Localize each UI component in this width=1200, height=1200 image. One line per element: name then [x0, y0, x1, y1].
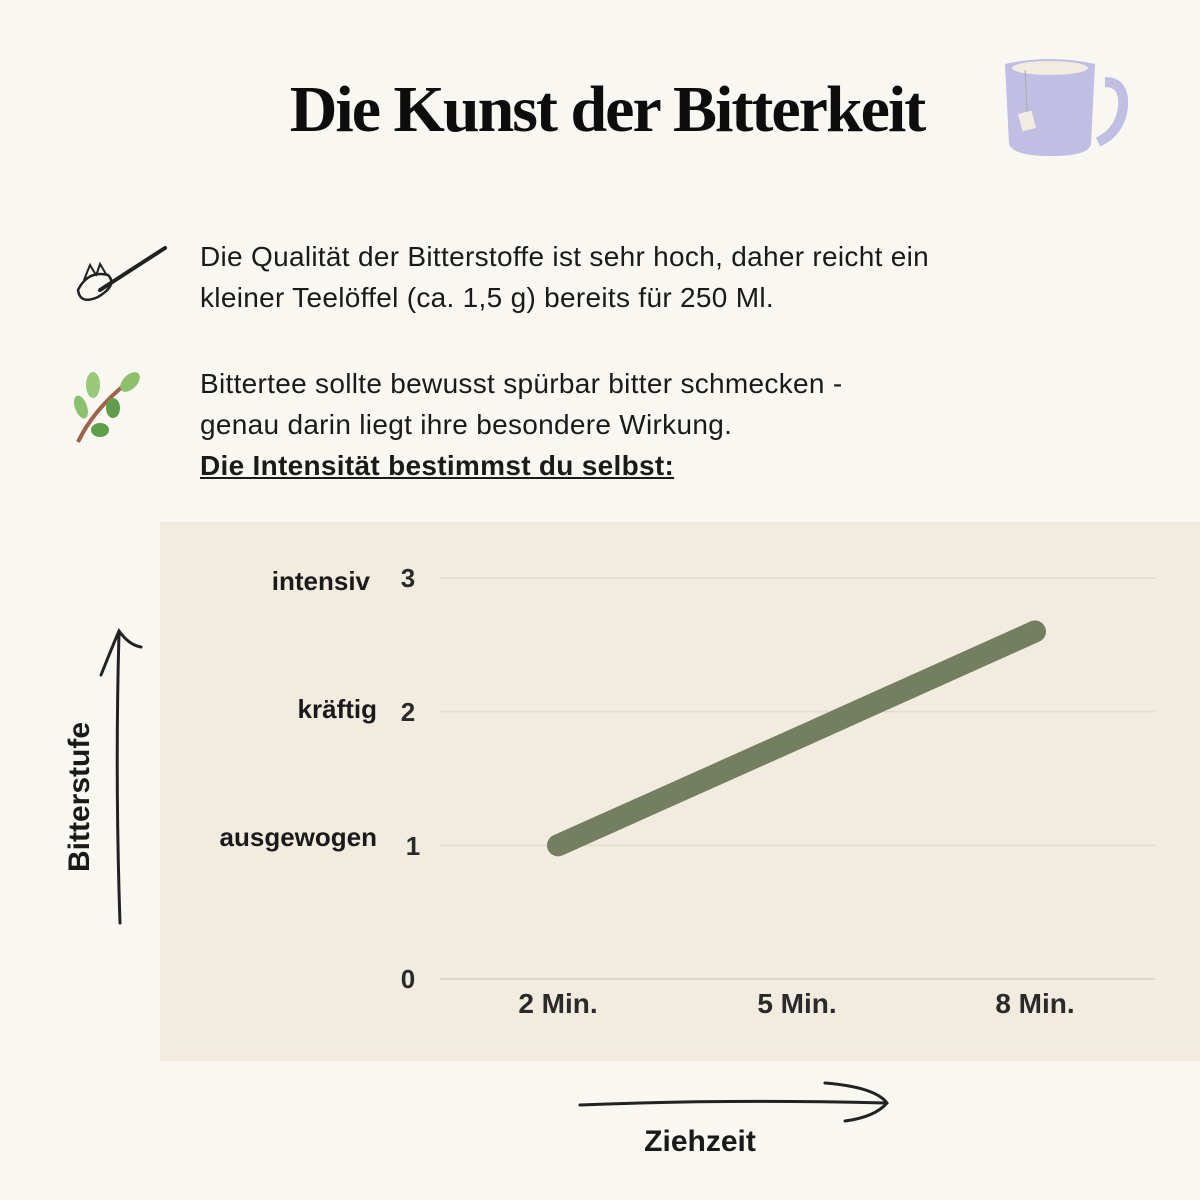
- y-axis-label: Bitterstufe: [63, 722, 96, 873]
- y-tick-3: 3: [400, 563, 416, 593]
- x-tick-8min: 8 Min.: [995, 988, 1075, 1019]
- level-label-strong: kräftig: [297, 694, 377, 724]
- paragraph-line: genau darin liegt ihre besondere Wirkung…: [200, 409, 733, 440]
- y-tick-1: 1: [405, 831, 421, 861]
- paragraph-line: kleiner Teelöffel (ca. 1,5 g) bereits fü…: [200, 282, 774, 313]
- level-label-intensive: intensiv: [271, 566, 370, 596]
- spoon-icon: [76, 246, 167, 302]
- x-tick-2min: 2 Min.: [518, 988, 598, 1019]
- emphasis-text: Die Intensität bestimmst du selbst:: [200, 450, 675, 481]
- y-tick-0: 0: [400, 964, 416, 994]
- tea-mug-icon: [1005, 59, 1129, 156]
- x-axis-label: Ziehzeit: [644, 1125, 756, 1158]
- leaf-branch-icon: [74, 372, 140, 443]
- paragraph-dosage: Die Qualität der Bitterstoffe ist sehr h…: [200, 236, 929, 318]
- y-tick-2: 2: [400, 697, 416, 727]
- level-label-balanced: ausgewogen: [219, 822, 377, 852]
- paragraph-intensity: Bittertee sollte bewusst spürbar bitter …: [200, 363, 842, 486]
- paragraph-line: Bittertee sollte bewusst spürbar bitter …: [200, 368, 843, 399]
- page-title: Die Kunst der Bitterkeit: [289, 73, 927, 146]
- x-axis-arrow: [578, 1081, 889, 1123]
- y-axis-arrow: [99, 627, 143, 925]
- series-line: [547, 620, 1046, 857]
- paragraph-line: Die Qualität der Bitterstoffe ist sehr h…: [200, 241, 930, 272]
- x-tick-5min: 5 Min.: [757, 988, 837, 1019]
